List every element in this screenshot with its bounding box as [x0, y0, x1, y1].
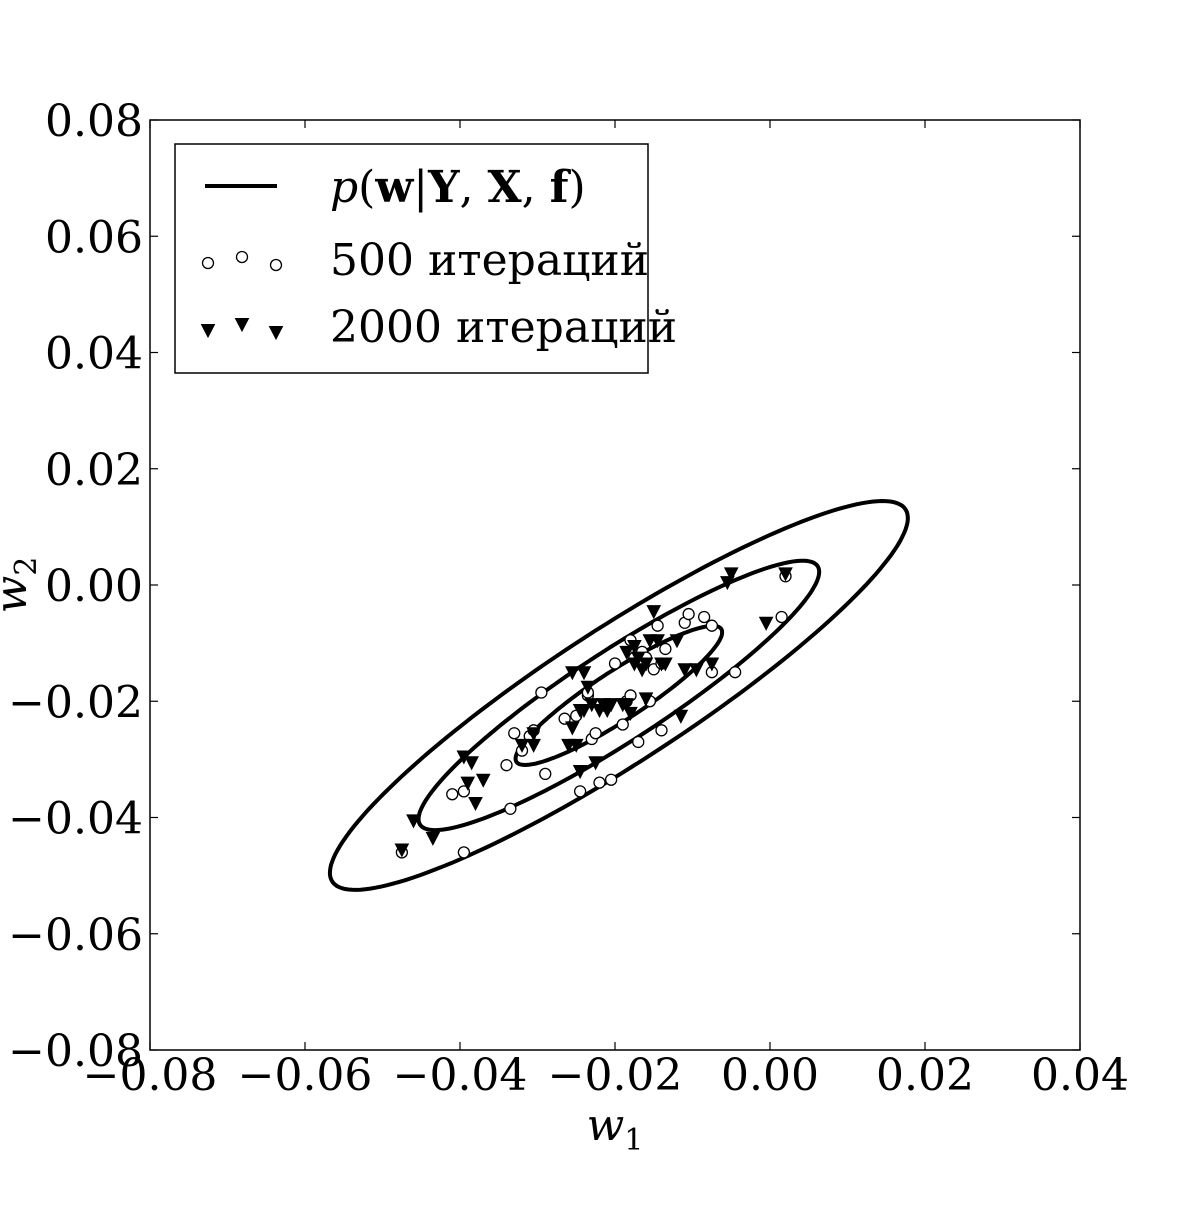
point-series-2: [576, 703, 592, 719]
point-series-1: [705, 619, 719, 632]
point-series-2: [638, 657, 654, 672]
point-series-2: [568, 738, 584, 753]
point-series-2: [638, 692, 654, 707]
point-series-1: [504, 802, 517, 815]
point-series-1: [457, 785, 471, 798]
legend-triangle-marker: [234, 318, 250, 333]
point-series-1: [500, 759, 513, 772]
point-series-2: [475, 773, 491, 788]
legend-triangle-marker: [200, 324, 216, 339]
point-series-1: [457, 846, 471, 859]
point-series-2: [468, 796, 483, 812]
legend-box: [174, 143, 649, 374]
point-series-1: [573, 785, 587, 798]
point-series-2: [758, 616, 774, 631]
legend-circle-marker: [269, 258, 283, 272]
point-series-2: [677, 663, 693, 678]
y-tick-label: 0.04: [45, 329, 143, 380]
point-series-2: [406, 814, 421, 829]
x-tick-label: −0.02: [548, 1050, 683, 1101]
point-series-1: [728, 666, 742, 679]
y-tick-label: −0.02: [8, 677, 143, 728]
point-series-1: [682, 607, 695, 621]
point-series-1: [632, 735, 645, 749]
point-series-2: [588, 756, 603, 771]
point-series-2: [580, 680, 596, 695]
contour-ellipse-2: [416, 558, 822, 833]
point-series-2: [650, 634, 665, 649]
x-tick-label: −0.08: [83, 1050, 218, 1101]
point-series-2: [627, 640, 642, 655]
point-series-2: [723, 567, 739, 582]
x-tick-label: 0.00: [721, 1050, 819, 1101]
y-tick-label: 0.06: [45, 212, 143, 263]
point-series-2: [646, 605, 662, 620]
contour-ellipse-1: [327, 498, 910, 892]
point-series-2: [464, 756, 479, 771]
point-series-2: [565, 666, 580, 681]
legend-circle-marker: [201, 256, 215, 270]
point-series-1: [589, 727, 602, 740]
legend-triangle-markers: [200, 318, 284, 341]
legend-circle-marker: [235, 250, 249, 264]
y-tick-label: −0.08: [8, 1026, 143, 1077]
point-series-1: [651, 619, 664, 632]
contour-lines: [327, 498, 910, 892]
point-series-1: [655, 724, 668, 737]
point-series-1: [446, 788, 459, 801]
point-series-1: [508, 727, 521, 740]
x-tick-label: 0.04: [1031, 1050, 1129, 1101]
x-tick-label: −0.04: [393, 1050, 528, 1101]
point-series-2: [673, 709, 689, 724]
legend-series-1-label: 500 итераций: [330, 235, 649, 286]
y-axis-label: w2: [0, 557, 44, 614]
point-series-2: [658, 657, 673, 672]
point-series-2: [778, 567, 793, 582]
point-series-2: [576, 666, 592, 681]
point-series-2: [572, 765, 588, 780]
point-series-1: [775, 610, 788, 624]
tick-labels: −0.08 −0.06 −0.04 −0.02 0.00 0.02 0.04 0.08 0.06…: [8, 96, 1129, 1101]
point-series-2: [565, 721, 580, 736]
point-series-1: [608, 657, 622, 670]
point-series-1: [593, 776, 606, 789]
legend: p(w|Y, X, f) 500 итераций 2000 итераций: [174, 143, 677, 374]
legend-triangle-marker: [268, 326, 284, 341]
point-series-2: [619, 645, 634, 660]
point-series-2: [669, 634, 685, 649]
point-series-2: [526, 727, 541, 742]
point-series-1: [535, 686, 548, 699]
point-series-1: [539, 767, 552, 781]
legend-circle-markers: [201, 250, 283, 272]
y-tick-label: −0.06: [8, 910, 143, 961]
y-tick-label: −0.04: [8, 794, 143, 845]
contour-ellipse-3: [513, 623, 725, 768]
y-tick-label: 0.02: [45, 445, 143, 496]
data-points: [394, 567, 793, 859]
legend-contour-label: p(w|Y, X, f): [330, 162, 586, 213]
point-series-2: [603, 698, 619, 713]
point-series-2: [394, 843, 410, 858]
point-series-1: [616, 718, 629, 731]
point-series-2: [619, 698, 634, 713]
y-tick-label: 0.00: [45, 561, 143, 612]
point-series-1: [604, 773, 618, 786]
point-series-2: [689, 663, 704, 678]
point-series-2: [514, 738, 530, 753]
x-tick-label: 0.02: [876, 1050, 974, 1101]
point-series-1: [659, 642, 672, 656]
x-tick-label: −0.06: [238, 1050, 373, 1101]
point-series-2: [425, 831, 441, 846]
legend-series-2-label: 2000 итераций: [330, 302, 677, 353]
point-series-2: [704, 657, 720, 672]
y-tick-label: 0.08: [45, 96, 143, 147]
point-series-2: [623, 706, 638, 721]
point-series-1: [697, 610, 711, 624]
axis-ticks: [149, 119, 1081, 1051]
x-axis-label: w1: [587, 1100, 644, 1158]
point-series-2: [460, 776, 476, 791]
